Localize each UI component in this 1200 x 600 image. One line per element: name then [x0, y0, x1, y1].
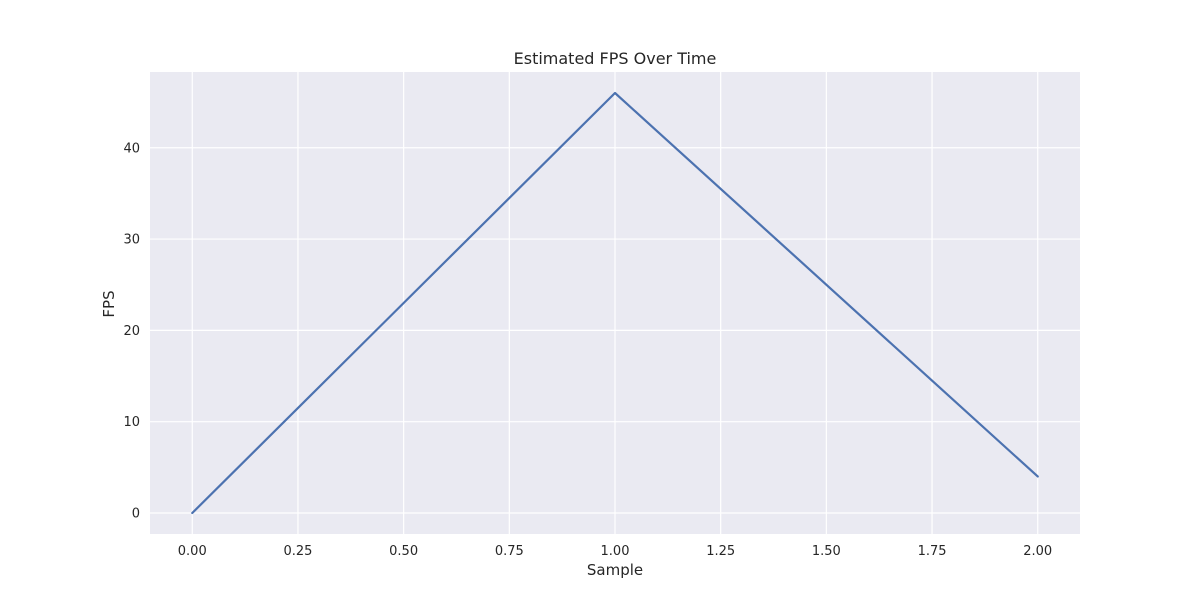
x-tick-label: 0.00 — [178, 544, 207, 559]
x-axis-label: Sample — [587, 561, 643, 579]
x-tick-label: 1.25 — [706, 544, 735, 559]
x-tick-labels: 0.00 0.25 0.50 0.75 1.00 1.25 1.50 1.75 2.00 — [178, 544, 1052, 559]
y-tick-label: 40 — [123, 141, 140, 156]
series-layer — [191, 91, 1039, 515]
x-tick-label: 1.75 — [918, 544, 947, 559]
y-tick-label: 30 — [123, 233, 140, 248]
x-tick-label: 2.00 — [1023, 544, 1052, 559]
y-grid-lines — [150, 147, 1080, 514]
y-tick-labels: 0 10 20 30 40 — [123, 141, 140, 521]
y-tick-label: 20 — [123, 324, 140, 339]
chart-title: Estimated FPS Over Time — [514, 49, 717, 68]
series-line-0 — [191, 91, 1039, 515]
x-tick-label: 1.50 — [812, 544, 841, 559]
x-tick-label: 0.50 — [389, 544, 418, 559]
x-tick-label: 1.00 — [601, 544, 630, 559]
x-tick-label: 0.25 — [283, 544, 312, 559]
x-tick-label: 0.75 — [495, 544, 524, 559]
y-tick-label: 0 — [132, 507, 140, 522]
y-tick-label: 10 — [123, 415, 140, 430]
y-axis-label: FPS — [100, 290, 118, 317]
